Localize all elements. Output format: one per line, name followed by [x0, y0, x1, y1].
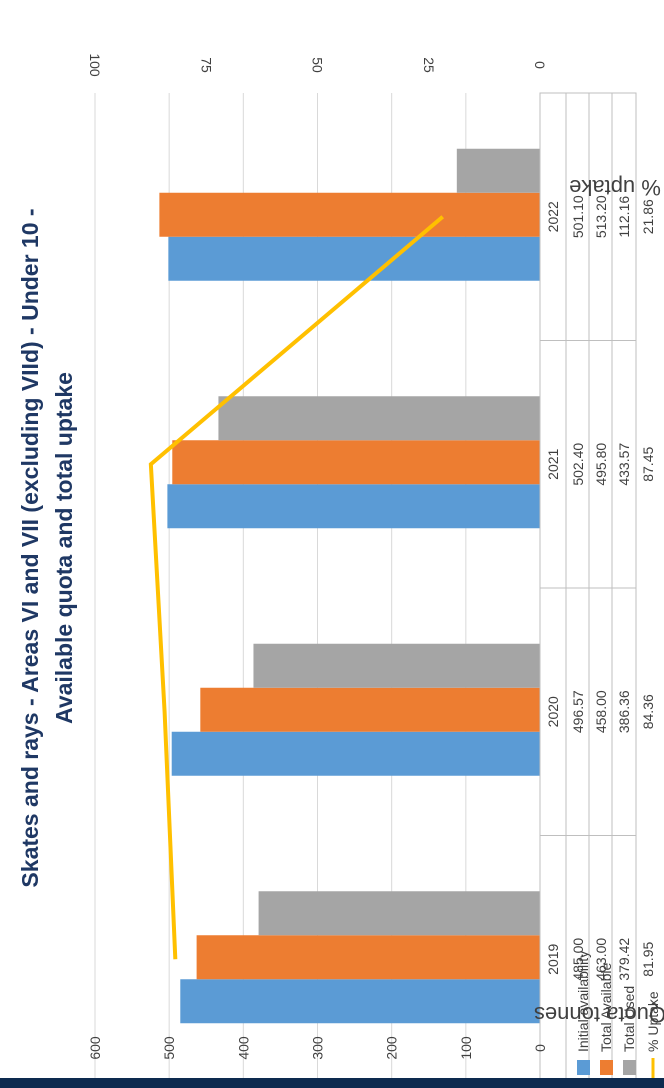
legend-swatch-2	[623, 1060, 636, 1075]
bar-total-available-2020	[200, 687, 541, 732]
bar-total-used-2021	[218, 396, 540, 441]
secondary-tick-0: 0	[532, 61, 548, 69]
table-value-1-2019: 463.00	[593, 938, 609, 981]
legend-label-2: Total Used	[621, 986, 637, 1052]
legend-label-3: % Uptake	[645, 991, 661, 1052]
bar-initial-availability-2020	[171, 731, 541, 776]
table-value-2-2021: 433.57	[616, 443, 632, 486]
table-value-0-2020: 496.57	[570, 690, 586, 733]
bar-initial-availability-2022	[168, 236, 540, 281]
table-category-2019: 2019	[545, 943, 561, 974]
table-frame	[539, 92, 637, 1084]
footer-bar	[0, 1078, 664, 1088]
table-value-1-2020: 458.00	[593, 690, 609, 733]
table-value-3-2022: 21.86	[640, 199, 656, 234]
legend-label-1: Total Available	[598, 963, 614, 1052]
table-value-3-2019: 81.95	[640, 942, 656, 977]
chart-title-line-2: Available quota and total uptake	[51, 372, 77, 724]
data-table: 2019 485.00 463.00 379.42 81.95 2020 496.57 458…	[539, 92, 661, 1084]
uptake-line-group	[148, 215, 445, 960]
bar-total-used-2020	[253, 643, 541, 688]
primary-axis-ticks: 0 100 200 300 400 500 600	[87, 1036, 548, 1060]
table-value-1-2022: 513.20	[593, 195, 609, 238]
table-value-2-2022: 112.16	[616, 196, 632, 238]
table-value-0-2022: 501.10	[570, 195, 586, 238]
secondary-axis-ticks: 0 25 50 75 100	[87, 53, 548, 77]
primary-tick-200: 200	[384, 1036, 400, 1060]
bar-total-used-2019	[258, 891, 540, 936]
primary-tick-600: 600	[87, 1036, 103, 1060]
table-category-2022: 2022	[545, 201, 561, 232]
primary-tick-400: 400	[235, 1036, 251, 1060]
bar-series-group	[159, 148, 541, 1024]
table-value-0-2019: 485.00	[570, 938, 586, 981]
table-value-3-2021: 87.45	[640, 447, 656, 482]
table-category-2020: 2020	[545, 696, 561, 727]
legend-label-0: Initial availability	[575, 951, 591, 1052]
secondary-tick-25: 25	[421, 57, 437, 73]
table-value-3-2020: 84.36	[640, 694, 656, 729]
table-value-0-2021: 502.40	[570, 443, 586, 486]
bar-total-available-2021	[172, 440, 540, 485]
bar-total-available-2022	[159, 192, 541, 237]
table-value-1-2021: 495.80	[593, 443, 609, 486]
bar-initial-availability-2021	[167, 484, 541, 529]
secondary-tick-50: 50	[310, 57, 326, 73]
chart-title-line-1: Skates and rays - Areas VI and VII (excl…	[17, 208, 43, 887]
primary-tick-0: 0	[532, 1044, 548, 1052]
bar-total-used-2022	[456, 148, 540, 193]
bar-initial-availability-2019	[180, 979, 540, 1024]
table-value-2-2019: 379.42	[616, 938, 632, 981]
secondary-axis-title: % uptake	[569, 175, 661, 200]
secondary-tick-100: 100	[87, 53, 103, 77]
uptake-line	[148, 215, 445, 960]
primary-tick-100: 100	[458, 1036, 474, 1060]
primary-tick-500: 500	[161, 1036, 177, 1060]
legend-swatch-1	[600, 1060, 613, 1075]
bar-total-available-2019	[196, 935, 540, 980]
table-category-2021: 2021	[545, 448, 561, 479]
primary-tick-300: 300	[310, 1036, 326, 1060]
primary-axis-title: Quota tonnes	[534, 1002, 664, 1027]
legend-swatch-0	[577, 1060, 590, 1075]
secondary-tick-75: 75	[198, 57, 214, 73]
table-value-2-2020: 386.36	[616, 690, 632, 733]
